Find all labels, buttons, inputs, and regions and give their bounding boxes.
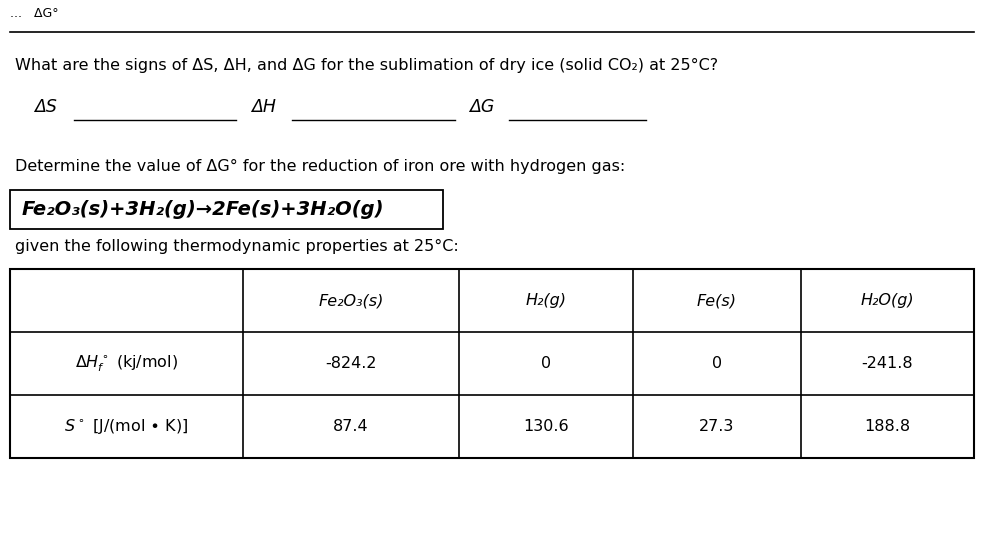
Text: 0: 0 [711, 356, 722, 371]
Text: 0: 0 [541, 356, 551, 371]
Text: Fe₂O₃(s): Fe₂O₃(s) [319, 293, 384, 308]
Text: 188.8: 188.8 [864, 419, 910, 434]
Text: H₂(g): H₂(g) [525, 293, 567, 308]
Text: given the following thermodynamic properties at 25°C:: given the following thermodynamic proper… [15, 239, 459, 254]
Text: -824.2: -824.2 [326, 356, 377, 371]
Text: Fe(s): Fe(s) [697, 293, 737, 308]
Text: H₂O(g): H₂O(g) [861, 293, 914, 308]
Text: $S^\circ$ [J/(mol $\bullet$ K)]: $S^\circ$ [J/(mol $\bullet$ K)] [64, 417, 189, 436]
Text: ΔH: ΔH [251, 98, 276, 116]
Text: ...   ΔG°: ... ΔG° [10, 7, 58, 20]
Text: What are the signs of ΔS, ΔH, and ΔG for the sublimation of dry ice (solid CO₂) : What are the signs of ΔS, ΔH, and ΔG for… [15, 58, 718, 72]
Text: -241.8: -241.8 [862, 356, 913, 371]
Bar [10, 269, 974, 458]
Text: 87.4: 87.4 [334, 419, 369, 434]
Text: ΔS: ΔS [34, 98, 57, 116]
Text: 130.6: 130.6 [523, 419, 569, 434]
Text: 27.3: 27.3 [700, 419, 734, 434]
Text: Fe₂O₃(s)+3H₂(g)→2Fe(s)+3H₂O(g): Fe₂O₃(s)+3H₂(g)→2Fe(s)+3H₂O(g) [22, 200, 384, 219]
Text: ΔG: ΔG [469, 98, 495, 116]
Text: $\Delta H_f^\circ$ (kj/mol): $\Delta H_f^\circ$ (kj/mol) [75, 354, 178, 374]
Bar [10, 190, 443, 229]
Text: Determine the value of ΔG° for the reduction of iron ore with hydrogen gas:: Determine the value of ΔG° for the reduc… [15, 159, 625, 174]
